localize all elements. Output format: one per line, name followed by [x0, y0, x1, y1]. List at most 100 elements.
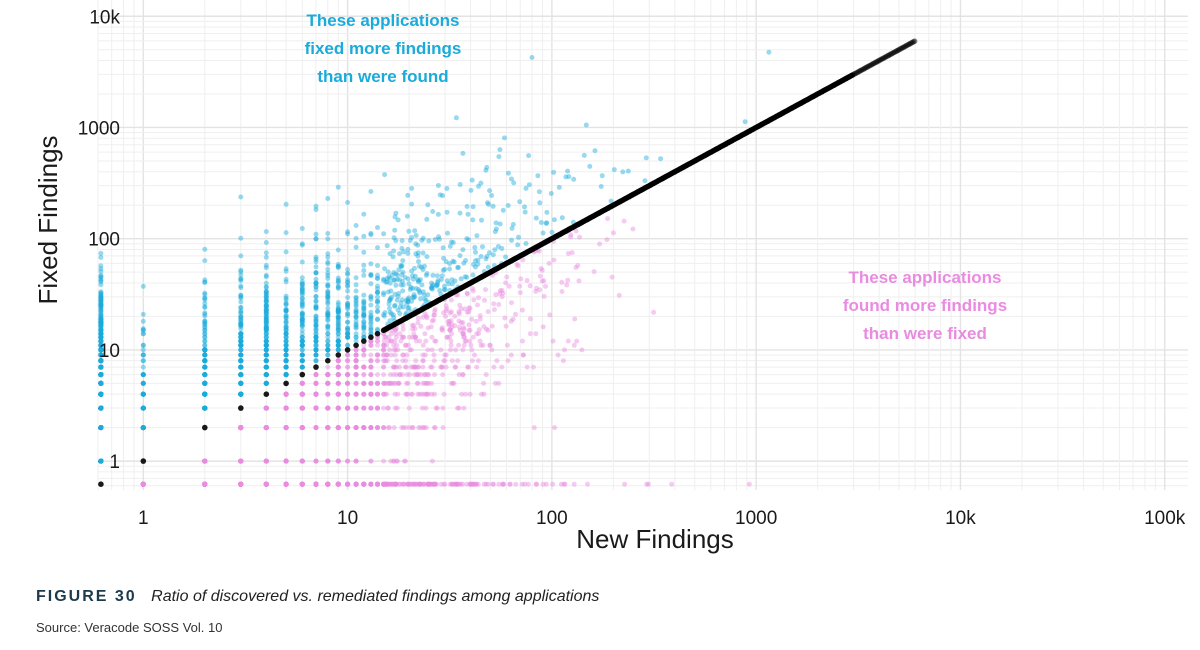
- data-point-fixed-more: [479, 217, 484, 223]
- data-point-fixed-more: [98, 425, 104, 431]
- data-point-fixed-more: [98, 425, 104, 431]
- data-point-found-more: [551, 257, 557, 263]
- data-point-fixed-more: [263, 310, 269, 316]
- data-point-found-more: [202, 481, 208, 487]
- data-point-fixed-more: [368, 261, 374, 267]
- data-point-fixed-more: [140, 283, 146, 289]
- data-point-found-more: [384, 481, 390, 487]
- data-point-fixed-more: [98, 294, 104, 300]
- data-point-fixed-more: [468, 187, 474, 193]
- data-point-fixed-more: [409, 201, 415, 207]
- data-point-found-more: [457, 302, 463, 308]
- data-point-fixed-more: [522, 204, 527, 210]
- data-point-found-more: [576, 278, 582, 284]
- data-point-found-more: [425, 347, 431, 353]
- data-point-found-more: [353, 425, 359, 431]
- data-point-found-more: [386, 338, 392, 344]
- data-point-fixed-more: [202, 391, 208, 397]
- data-point-fixed-more: [98, 391, 104, 397]
- data-point-found-more: [140, 481, 146, 487]
- data-point-fixed-more: [98, 458, 104, 464]
- data-point-fixed-more: [263, 380, 269, 386]
- data-point-found-more: [140, 481, 146, 487]
- data-point-found-more: [283, 391, 289, 397]
- data-point-fixed-more: [540, 230, 546, 236]
- data-point-fixed-more: [299, 242, 305, 248]
- data-point-fixed-more: [98, 380, 104, 386]
- data-point-fixed-more: [345, 231, 351, 237]
- data-point-found-more: [476, 327, 482, 333]
- data-point-fixed-more: [313, 316, 319, 322]
- data-point-found-more: [140, 481, 146, 487]
- data-point-fixed-more: [98, 425, 104, 431]
- data-point-found-more: [202, 481, 208, 487]
- data-point-found-more: [202, 481, 208, 487]
- data-point-found-more: [455, 405, 460, 411]
- data-point-fixed-more: [98, 405, 104, 411]
- data-point-fixed-more: [98, 405, 104, 411]
- data-point-fixed-more: [98, 347, 104, 353]
- data-point-fixed-more: [398, 282, 404, 288]
- data-point-fixed-more: [140, 372, 146, 378]
- data-point-found-more: [422, 372, 428, 378]
- data-point-found-more: [313, 391, 319, 397]
- data-point-found-more: [496, 481, 502, 487]
- data-point-found-more: [610, 230, 616, 236]
- data-point-fixed-more: [263, 294, 269, 299]
- data-point-found-more: [263, 425, 269, 431]
- data-point-fixed-more: [447, 261, 453, 267]
- data-point-found-more: [313, 481, 319, 487]
- data-point-fixed-more: [361, 319, 367, 325]
- data-point-fixed-more: [238, 194, 244, 200]
- data-point-found-more: [518, 276, 524, 282]
- data-point-found-more: [263, 405, 269, 411]
- data-point-found-more: [202, 458, 208, 464]
- major-gridlines: [97, 0, 1188, 490]
- data-point-found-more: [299, 481, 305, 487]
- data-point-fixed-more: [392, 291, 398, 297]
- data-point-fixed-more: [424, 216, 430, 222]
- data-point-found-more: [263, 481, 269, 487]
- data-point-found-more: [452, 313, 458, 319]
- data-point-found-more: [417, 481, 423, 487]
- data-point-fixed-more: [98, 458, 104, 464]
- data-point-fixed-more: [238, 391, 244, 397]
- data-point-fixed-more: [98, 425, 104, 431]
- data-point-fixed-more: [140, 425, 146, 431]
- data-point-found-more: [283, 481, 289, 487]
- data-point-fixed-more: [325, 196, 331, 201]
- data-point-fixed-more: [98, 425, 104, 431]
- data-point-fixed-more: [440, 245, 446, 251]
- data-point-fixed-more: [98, 405, 104, 411]
- data-point-fixed-more: [202, 327, 208, 333]
- data-point-found-more: [345, 425, 351, 431]
- data-point-fixed-more: [505, 203, 511, 208]
- data-point-fixed-more: [98, 364, 104, 370]
- data-point-found-more: [202, 481, 208, 487]
- data-point-fixed-more: [98, 372, 104, 378]
- data-point-fixed-more: [335, 331, 341, 337]
- data-point-fixed-more: [98, 458, 104, 464]
- data-point-fixed-more: [98, 458, 104, 464]
- data-point-found-more: [421, 425, 427, 431]
- data-point-fixed-more: [238, 316, 244, 322]
- data-point-fixed-more: [98, 425, 104, 431]
- data-point-fixed-more: [345, 342, 351, 348]
- data-point-fixed-more: [202, 405, 208, 411]
- data-point-found-more: [448, 297, 454, 303]
- data-point-fixed-more: [263, 334, 269, 340]
- data-point-fixed-more: [766, 49, 772, 55]
- data-point-fixed-more: [238, 347, 244, 353]
- data-point-fixed-more: [202, 380, 208, 386]
- data-point-found-more: [464, 291, 470, 297]
- data-point-fixed-more: [98, 372, 104, 378]
- data-point-fixed-more: [238, 347, 244, 353]
- data-point-fixed-more: [405, 192, 411, 198]
- data-point-found-more: [426, 380, 432, 386]
- data-point-found-more: [202, 481, 208, 487]
- data-point-fixed-more: [299, 289, 305, 295]
- data-point-fixed-more: [361, 233, 367, 239]
- data-point-fixed-more: [325, 352, 331, 358]
- data-point-fixed-more: [140, 425, 146, 431]
- data-point-found-more: [202, 458, 208, 464]
